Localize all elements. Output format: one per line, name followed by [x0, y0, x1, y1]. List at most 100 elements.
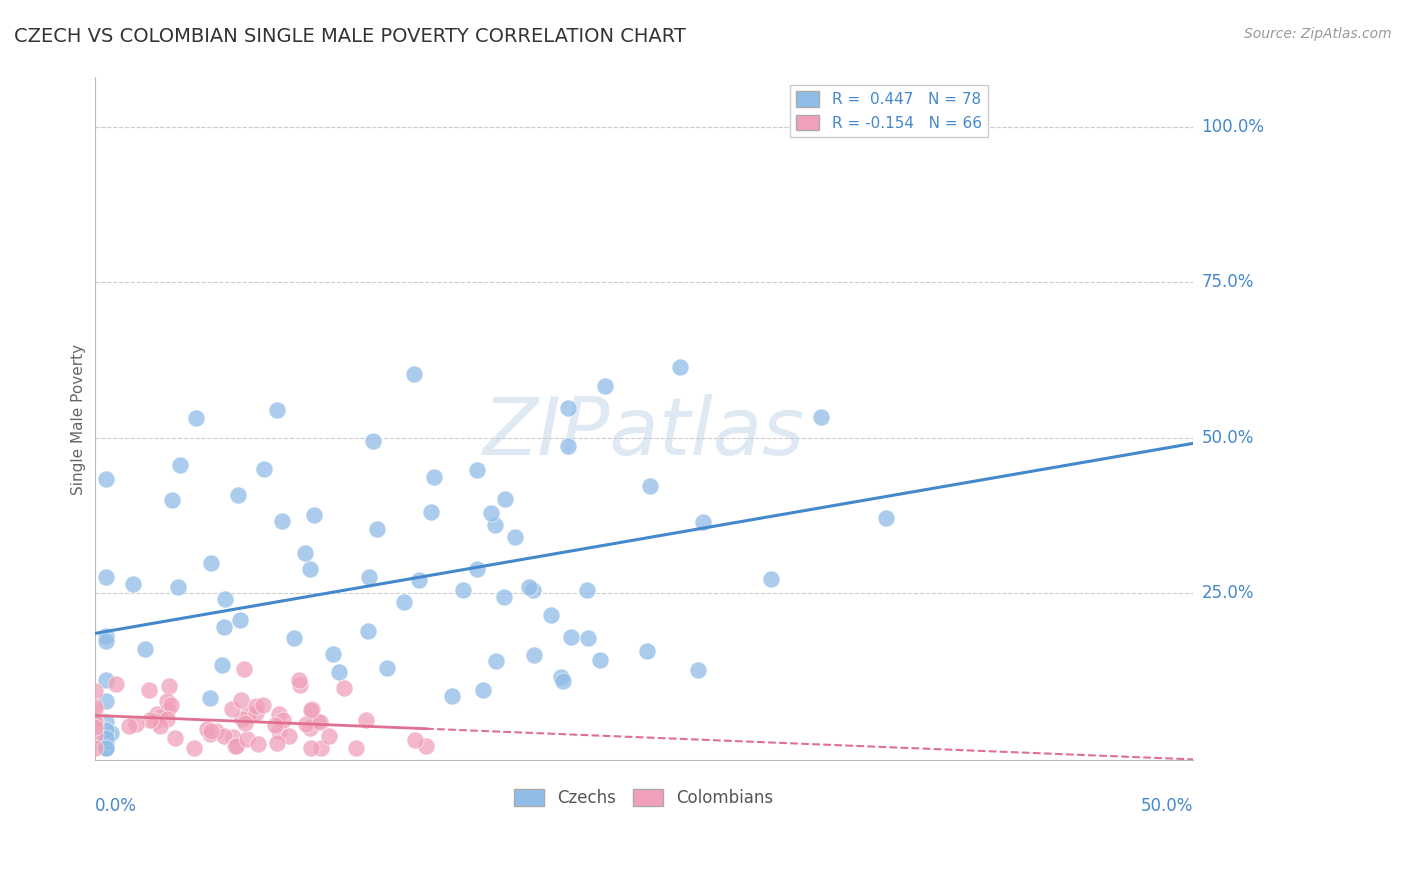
Point — [83, 728, 105, 742]
Point — [593, 378, 616, 392]
Point — [494, 491, 516, 506]
Point — [83, 700, 105, 714]
Point — [266, 402, 288, 417]
Point — [246, 737, 269, 751]
Point — [517, 580, 540, 594]
Point — [636, 644, 658, 658]
Point — [195, 722, 218, 736]
Point — [288, 673, 311, 688]
Point — [761, 573, 783, 587]
Point — [299, 703, 322, 717]
Point — [157, 679, 180, 693]
Point — [328, 665, 350, 680]
Point — [229, 692, 252, 706]
Point — [83, 741, 105, 756]
Point — [669, 359, 692, 374]
Text: 50.0%: 50.0% — [1202, 428, 1254, 447]
Point — [415, 739, 437, 753]
Point — [222, 730, 245, 744]
Point — [309, 715, 332, 730]
Point — [183, 741, 205, 756]
Text: 25.0%: 25.0% — [1202, 583, 1254, 602]
Point — [550, 670, 572, 684]
Point — [165, 731, 187, 745]
Point — [145, 714, 167, 729]
Point — [560, 630, 582, 644]
Point — [200, 724, 222, 739]
Point — [688, 663, 710, 677]
Point — [231, 712, 253, 726]
Point — [333, 681, 356, 695]
Point — [522, 582, 544, 597]
Point — [875, 510, 897, 524]
Point — [229, 613, 252, 627]
Point — [465, 562, 488, 576]
Point — [236, 707, 259, 722]
Point — [198, 727, 221, 741]
Point — [83, 713, 105, 727]
Point — [253, 462, 276, 476]
Point — [212, 620, 235, 634]
Point — [420, 505, 443, 519]
Point — [160, 698, 183, 712]
Point — [186, 411, 208, 425]
Point — [94, 741, 117, 756]
Point — [408, 573, 430, 587]
Point — [299, 741, 322, 756]
Point — [139, 713, 162, 727]
Point — [252, 698, 274, 712]
Point — [157, 703, 180, 717]
Text: 50.0%: 50.0% — [1140, 797, 1194, 814]
Point — [94, 471, 117, 485]
Point — [138, 683, 160, 698]
Point — [83, 683, 105, 698]
Point — [294, 717, 316, 731]
Point — [551, 673, 574, 688]
Point — [540, 607, 562, 622]
Point — [134, 642, 156, 657]
Point — [94, 723, 117, 737]
Point — [226, 488, 249, 502]
Point — [277, 729, 299, 743]
Point — [494, 590, 516, 604]
Point — [94, 570, 117, 584]
Point — [156, 693, 179, 707]
Point — [105, 677, 128, 691]
Point — [294, 546, 316, 560]
Point — [94, 731, 117, 745]
Point — [200, 556, 222, 570]
Point — [290, 678, 312, 692]
Text: 0.0%: 0.0% — [94, 797, 136, 814]
Point — [169, 458, 191, 472]
Point — [269, 724, 291, 739]
Point — [245, 698, 267, 713]
Point — [264, 718, 287, 732]
Point — [149, 719, 172, 733]
Point — [200, 691, 222, 706]
Point — [83, 716, 105, 731]
Point — [309, 741, 332, 756]
Point — [357, 624, 380, 638]
Point — [273, 713, 295, 727]
Point — [156, 712, 179, 726]
Point — [204, 723, 226, 738]
Point — [125, 717, 148, 731]
Point — [589, 653, 612, 667]
Point — [404, 367, 426, 381]
Point — [94, 735, 117, 749]
Point — [211, 657, 233, 672]
Point — [299, 562, 322, 576]
Point — [83, 720, 105, 734]
Point — [479, 507, 502, 521]
Point — [354, 713, 377, 727]
Point — [404, 733, 426, 747]
Point — [160, 493, 183, 508]
Point — [576, 582, 599, 597]
Point — [121, 577, 143, 591]
Point — [271, 514, 294, 528]
Point — [557, 401, 579, 416]
Point — [302, 508, 325, 522]
Point — [366, 522, 388, 536]
Point — [94, 634, 117, 648]
Point — [94, 629, 117, 643]
